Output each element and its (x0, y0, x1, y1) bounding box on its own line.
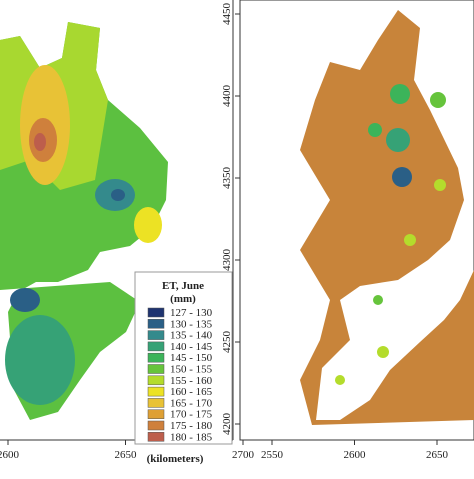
region-zone (111, 189, 125, 201)
legend-label: 127 - 130 (170, 307, 213, 319)
y-tick-label: 4350 (221, 167, 233, 190)
legend-label: 150 - 155 (170, 364, 213, 376)
x-tick-label: 2600 (0, 449, 20, 461)
legend-swatch (147, 375, 165, 386)
hotspot (373, 295, 383, 305)
hotspot (377, 346, 389, 358)
hotspot (430, 92, 446, 108)
hotspot (390, 84, 410, 104)
legend-label: 135 - 140 (170, 330, 213, 342)
right-map (239, 0, 474, 441)
legend-label: 160 - 165 (170, 386, 213, 398)
legend-label: 155 - 160 (170, 375, 213, 387)
hotspot (335, 375, 345, 385)
y-tick-label: 4300 (221, 249, 233, 272)
legend-label: 175 - 180 (170, 420, 213, 432)
hotspot (386, 128, 410, 152)
region-shape (300, 10, 474, 425)
legend-swatch (147, 398, 165, 408)
legend-title: ET, June (162, 280, 204, 292)
x-tick-label: 2700 (232, 449, 255, 461)
y-tick-label: 4400 (221, 85, 233, 108)
legend-swatch (147, 364, 165, 374)
hotspot (392, 167, 412, 187)
legend-swatch (147, 319, 165, 329)
legend-swatch (147, 386, 165, 397)
region-zone (5, 315, 75, 405)
hotspot (434, 179, 446, 191)
x-axis-label: (kilometers) (147, 453, 204, 465)
y-tick-label: 4450 (221, 3, 233, 26)
region-zone (134, 207, 162, 243)
legend-label: 140 - 145 (170, 341, 213, 353)
frame (239, 0, 474, 441)
legend-swatch (147, 330, 165, 340)
hotspot (368, 123, 382, 137)
left-map (0, 0, 234, 441)
legend-swatch (147, 352, 165, 363)
legend-label: 165 - 170 (170, 397, 213, 409)
legend-swatch (147, 420, 165, 431)
region-zone (34, 133, 46, 151)
legend-unit: (mm) (170, 293, 196, 305)
legend-label: 130 - 135 (170, 318, 213, 330)
y-tick-label: 4250 (221, 331, 233, 354)
hotspot (404, 234, 416, 246)
x-tick-label: 2650 (115, 449, 138, 461)
legend-swatch (147, 432, 165, 442)
legend-label: 170 - 175 (170, 409, 213, 421)
legend-swatch (147, 307, 165, 318)
x-tick-label: 2650 (426, 449, 449, 461)
legend-swatch (147, 409, 165, 419)
x-tick-label: 2600 (344, 449, 367, 461)
region-zone (10, 288, 40, 312)
y-tick-label: 4200 (221, 413, 233, 436)
legend-label: 145 - 150 (170, 352, 213, 364)
x-tick-label: 2550 (261, 449, 284, 461)
legend-swatch (147, 341, 165, 352)
legend-label: 180 - 185 (170, 431, 213, 443)
